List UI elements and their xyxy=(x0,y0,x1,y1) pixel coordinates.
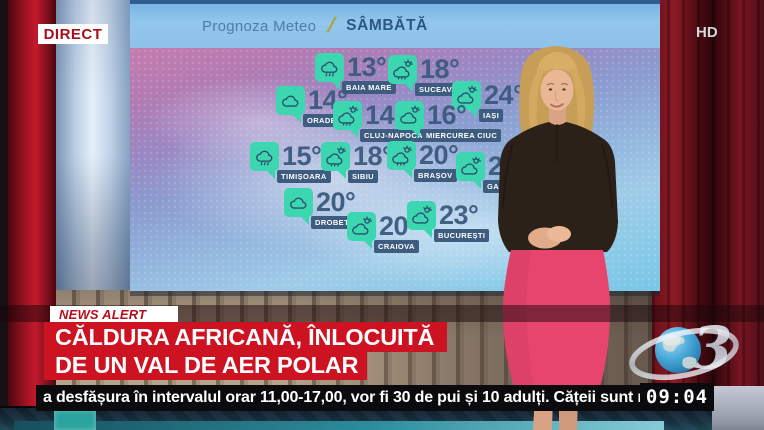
temperature-value: 20° xyxy=(316,187,356,217)
antena3-logo: 3 xyxy=(629,314,739,382)
city-label: CRAIOVA xyxy=(374,240,419,253)
news-alert-kicker: NEWS ALERT xyxy=(50,306,178,322)
city-label: DROBETA xyxy=(311,216,359,229)
weather-marker-baia-mare: 13° BAIA MARE xyxy=(315,52,396,94)
weather-marker-sibiu: 18° SIBIU xyxy=(321,141,393,183)
temperature-value: 23° xyxy=(439,200,479,230)
studio-floor-right xyxy=(712,386,764,430)
map-header: Prognoza Meteo / SÂMBĂTĂ xyxy=(130,0,660,48)
city-label: TIMIȘOARA xyxy=(277,170,331,183)
weather-marker-craiova: 20° CRAIOVA xyxy=(347,212,419,253)
studio-teal-block xyxy=(54,410,96,430)
ticker-text: a desfășura în intervalul orar 11,00-17,… xyxy=(43,389,641,406)
slash-icon: / xyxy=(326,14,336,37)
live-badge: DIRECT xyxy=(38,24,108,44)
temperature-value: 18° xyxy=(420,54,460,84)
city-label: MIERCUREA CIUC xyxy=(422,129,502,142)
news-ticker: a desfășura în intervalul orar 11,00-17,… xyxy=(36,385,714,411)
weather-marker-miercurea-ciuc: 16° MIERCUREA CIUC xyxy=(395,100,502,142)
weather-marker-brasov: 20° BRAȘOV xyxy=(387,140,459,182)
sun-rain-cloud-icon xyxy=(387,141,416,178)
city-label: BRAȘOV xyxy=(414,169,457,182)
clock: 09:04 xyxy=(640,383,714,411)
city-label: BAIA MARE xyxy=(342,81,396,94)
city-label: BUCUREȘTI xyxy=(434,229,490,242)
temperature-value: 15° xyxy=(282,141,322,171)
studio-floor-teal-strip xyxy=(14,421,664,430)
alert-backdrop-bar xyxy=(0,305,764,322)
headline-line2: DE UN VAL DE AER POLAR xyxy=(44,352,367,380)
map-title: Prognoza Meteo xyxy=(202,17,317,35)
city-label: IAȘI xyxy=(479,109,504,122)
temperature-value: 2 xyxy=(488,151,503,181)
sun-cloud-icon xyxy=(395,101,424,138)
weather-marker-bucuresti: 23° BUCUREȘTI xyxy=(407,200,490,242)
city-label: GA xyxy=(483,180,504,193)
weather-marker-drobeta: 20° DROBETA xyxy=(284,187,359,229)
rain-cloud-icon xyxy=(250,142,279,179)
sun-cloud-icon xyxy=(456,152,485,189)
temperature-value: 20° xyxy=(419,140,459,170)
weather-marker-suceava: 18° SUCEAVA xyxy=(388,54,462,96)
temperature-value: 13° xyxy=(347,52,387,82)
sun-rain-cloud-icon xyxy=(388,55,417,92)
sun-rain-cloud-icon xyxy=(333,101,362,138)
weather-marker-iasi: 24° IAȘI xyxy=(452,80,524,122)
studio-silver-pillar xyxy=(56,0,132,312)
temperature-value: 24° xyxy=(484,80,524,110)
temperature-value: 18° xyxy=(353,141,393,171)
city-label: SUCEAVA xyxy=(415,83,462,96)
sun-cloud-icon xyxy=(452,81,481,118)
weather-marker-timisoara: 15° TIMIȘOARA xyxy=(250,141,331,183)
hd-badge: HD xyxy=(696,24,718,41)
studio-left-edge xyxy=(0,0,10,430)
headline-line1: CĂLDURA AFRICANĂ, ÎNLOCUITĂ xyxy=(44,322,447,352)
rain-cloud-icon xyxy=(315,53,344,90)
city-label: SIBIU xyxy=(348,170,379,183)
weather-presenter xyxy=(498,46,618,430)
cloud-icon xyxy=(276,86,305,123)
map-day-label: SÂMBĂTĂ xyxy=(346,17,428,34)
sun-cloud-icon xyxy=(407,201,436,238)
cloud-icon xyxy=(284,188,313,225)
sun-cloud-icon xyxy=(347,212,376,249)
weather-marker-galati: 2 GA xyxy=(456,151,504,193)
sun-rain-cloud-icon xyxy=(321,142,350,179)
temperature-value: 16° xyxy=(427,100,467,130)
weather-marker-cluj-napoca: 14° CLUJ-NAPOCA xyxy=(333,101,427,142)
